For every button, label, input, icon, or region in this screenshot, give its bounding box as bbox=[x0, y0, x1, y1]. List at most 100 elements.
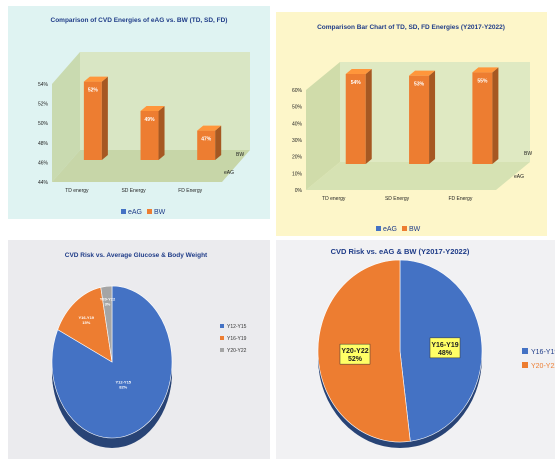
category-label: FD Energy bbox=[178, 188, 202, 194]
slice-label-name: Y12-Y15 bbox=[115, 379, 131, 384]
chart-2-side-wall bbox=[306, 62, 340, 190]
chart-panel-risk-eag-bw: CVD Risk vs. eAG & BW (Y2017-Y2022) Y16-… bbox=[276, 240, 555, 459]
data-label: 53% bbox=[8, 6, 14, 8]
bar-top-face bbox=[472, 67, 499, 73]
legend-swatch bbox=[522, 362, 528, 368]
y-tick-label: 54% bbox=[38, 82, 49, 88]
data-label: 54% bbox=[351, 80, 362, 86]
bar-top-face bbox=[409, 70, 436, 76]
category-label: SD Energy bbox=[121, 188, 146, 194]
y-tick-label: 52% bbox=[38, 102, 49, 108]
bar-chart-1: Comparison of CVD Energies of eAG vs. BW… bbox=[8, 6, 250, 216]
bar-front-face bbox=[140, 111, 159, 160]
legend-label: BW bbox=[154, 209, 166, 216]
category-label: SD Energy bbox=[385, 196, 410, 202]
y-tick-label: 48% bbox=[38, 141, 49, 147]
depth-axis-label: BW bbox=[236, 152, 244, 158]
chart-3-title: CVD Risk vs. Average Glucose & Body Weig… bbox=[65, 252, 208, 259]
bar-front-face bbox=[83, 81, 102, 160]
slice-label-value: 52% bbox=[348, 356, 363, 363]
y-tick-label: 10% bbox=[292, 171, 303, 177]
bar-side-face bbox=[101, 76, 108, 160]
bar-side-face bbox=[158, 106, 165, 160]
bar-BW-2 bbox=[197, 125, 222, 160]
bar-top-face bbox=[83, 76, 108, 82]
chart-panel-energies-years: Comparison Bar Chart of TD, SD, FD Energ… bbox=[276, 12, 547, 236]
chart-1-side-wall bbox=[52, 52, 80, 182]
legend-label: BW bbox=[409, 226, 421, 233]
y-tick-label: 50% bbox=[38, 121, 49, 127]
chart-panel-energies-eag-bw: Comparison of CVD Energies of eAG vs. BW… bbox=[8, 6, 270, 219]
data-label: 55% bbox=[477, 78, 488, 84]
data-label: 52% bbox=[88, 88, 99, 94]
legend-label: Y12-Y15 bbox=[227, 324, 247, 330]
bar-top-face bbox=[345, 69, 372, 74]
legend-label: Y16-Y19 bbox=[227, 336, 247, 342]
slice-label-value: 48% bbox=[438, 350, 453, 357]
pie-chart-2: CVD Risk vs. eAG & BW (Y2017-Y2022) Y16-… bbox=[317, 247, 555, 448]
legend-swatch-bw bbox=[147, 209, 152, 214]
y-tick-label: 20% bbox=[292, 155, 303, 161]
y-tick-label: 50% bbox=[292, 105, 303, 111]
slice-label-box bbox=[339, 343, 371, 365]
chart-4-title: CVD Risk vs. eAG & BW (Y2017-Y2022) bbox=[331, 247, 470, 256]
category-label: TD energy bbox=[65, 188, 89, 194]
chart-1-title: Comparison of CVD Energies of eAG vs. BW… bbox=[51, 17, 228, 24]
bar-chart-2: Comparison Bar Chart of TD, SD, FD Energ… bbox=[276, 12, 532, 233]
data-label: 45% bbox=[276, 12, 282, 14]
bar-front-face bbox=[409, 75, 430, 164]
chart-panel-risk-glucose-weight: CVD Risk vs. Average Glucose & Body Weig… bbox=[8, 240, 270, 459]
chart-2-floor bbox=[306, 162, 530, 190]
bar-front-face bbox=[345, 74, 366, 164]
data-label: 53% bbox=[414, 82, 425, 88]
chart-2-title: Comparison Bar Chart of TD, SD, FD Energ… bbox=[317, 24, 505, 31]
chart-1-back-wall bbox=[80, 52, 250, 150]
bar-side-face bbox=[365, 69, 372, 164]
y-tick-label: 30% bbox=[292, 138, 303, 144]
bar-front-face bbox=[472, 72, 493, 164]
data-label: 47% bbox=[201, 137, 212, 143]
slice-label-value: 15% bbox=[82, 320, 90, 325]
legend-label: Y20-Y22 bbox=[531, 363, 555, 370]
pie-slice-Y16-Y19 bbox=[57, 286, 113, 363]
legend-label: Y16-Y19 bbox=[531, 349, 555, 356]
y-tick-label: 46% bbox=[38, 160, 49, 166]
data-label: 47% bbox=[276, 12, 282, 14]
legend-swatch bbox=[220, 348, 224, 352]
bar-side-face bbox=[215, 125, 222, 160]
bar-BW-2 bbox=[472, 67, 499, 164]
legend-label: Y20-Y22 bbox=[227, 348, 247, 354]
legend-swatch bbox=[220, 336, 224, 340]
legend-swatch-eag bbox=[121, 209, 126, 214]
pie-chart-1: CVD Risk vs. Average Glucose & Body Weig… bbox=[51, 252, 247, 448]
data-label: 46% bbox=[276, 12, 282, 14]
bar-top-face bbox=[197, 125, 222, 131]
data-label: 51% bbox=[8, 6, 14, 8]
data-label: 46% bbox=[8, 6, 14, 8]
slice-label-value: 3% bbox=[105, 301, 111, 306]
legend-swatch bbox=[220, 324, 224, 328]
bar-top-face bbox=[140, 106, 165, 111]
legend-label: eAG bbox=[383, 226, 397, 233]
pie-slice-Y20-Y22 bbox=[100, 285, 113, 363]
bar-BW-0 bbox=[345, 69, 372, 164]
bar-side-face bbox=[492, 67, 499, 164]
slice-label-box bbox=[429, 337, 461, 359]
slice-label-name: Y20-Y22 bbox=[341, 348, 368, 355]
legend-label: eAG bbox=[128, 209, 142, 216]
y-tick-label: 44% bbox=[38, 180, 49, 186]
slice-label-name: Y16-Y19 bbox=[78, 315, 94, 320]
category-label: TD energy bbox=[322, 196, 346, 202]
bar-front-face bbox=[197, 130, 216, 160]
depth-axis-label: BW bbox=[524, 151, 532, 157]
y-tick-label: 60% bbox=[292, 88, 303, 94]
legend-swatch-bw bbox=[402, 226, 407, 231]
legend-swatch-eag bbox=[376, 226, 381, 231]
slice-label-name: Y16-Y19 bbox=[431, 342, 458, 349]
bar-BW-1 bbox=[409, 70, 436, 164]
depth-axis-label: eAG bbox=[514, 174, 524, 180]
bar-side-face bbox=[429, 70, 436, 164]
y-tick-label: 40% bbox=[292, 121, 303, 127]
depth-axis-label: eAG bbox=[224, 170, 234, 176]
bar-BW-1 bbox=[140, 106, 165, 160]
